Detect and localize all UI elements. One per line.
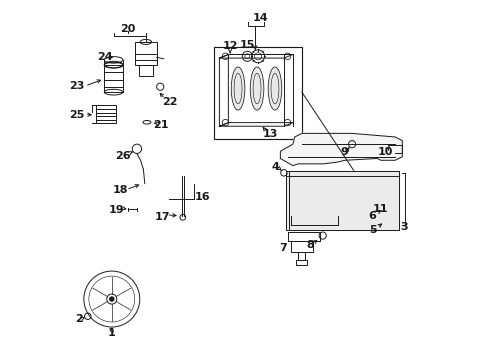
Text: 9: 9 [340, 147, 347, 157]
Text: 10: 10 [377, 147, 392, 157]
Text: 15: 15 [239, 40, 254, 50]
Text: 14: 14 [252, 13, 268, 23]
Bar [96, 105, 116, 123]
Text: 6: 6 [367, 211, 375, 221]
Text: 22: 22 [162, 97, 177, 107]
Text: 5: 5 [368, 225, 376, 235]
Text: 12: 12 [222, 41, 238, 51]
Bar [214, 47, 301, 139]
Text: 24: 24 [97, 52, 113, 62]
Text: 7: 7 [279, 243, 286, 253]
Bar [285, 171, 398, 230]
Ellipse shape [231, 67, 244, 110]
Text: 3: 3 [400, 222, 407, 231]
Text: 18: 18 [112, 185, 127, 195]
Text: 21: 21 [153, 120, 169, 130]
Text: 1: 1 [108, 328, 116, 338]
Text: 25: 25 [69, 110, 84, 120]
Bar [290, 241, 312, 252]
Text: 4: 4 [270, 162, 278, 172]
Ellipse shape [267, 67, 281, 110]
Polygon shape [280, 134, 402, 166]
Text: 23: 23 [69, 81, 84, 91]
Text: 11: 11 [371, 204, 387, 215]
Polygon shape [285, 171, 398, 230]
Bar [139, 65, 153, 76]
Text: 16: 16 [194, 192, 209, 202]
Text: 26: 26 [115, 151, 131, 161]
Bar [135, 42, 156, 65]
Text: 8: 8 [305, 240, 313, 250]
Bar [296, 260, 306, 265]
Text: 13: 13 [262, 130, 278, 139]
Ellipse shape [250, 67, 264, 110]
Text: 17: 17 [154, 212, 169, 222]
Circle shape [109, 297, 114, 301]
Text: 19: 19 [108, 206, 123, 216]
Text: 20: 20 [120, 24, 135, 34]
Text: 2: 2 [75, 314, 82, 324]
